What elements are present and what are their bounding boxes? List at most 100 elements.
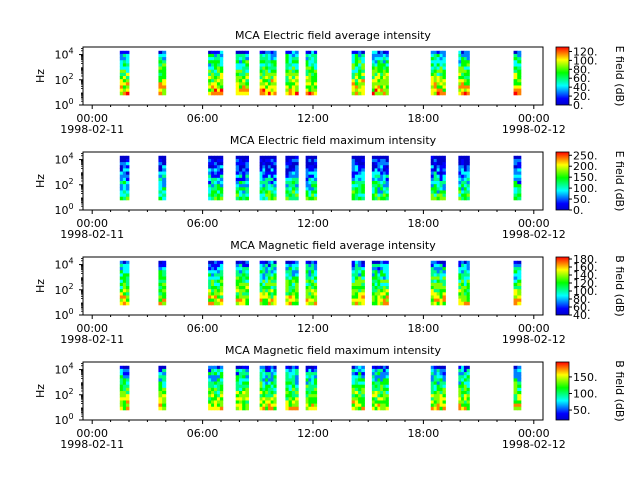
spectrogram-cell <box>219 155 224 160</box>
x-tick-label: 00:00 <box>518 322 550 335</box>
spectrogram-cell <box>380 372 384 376</box>
spectrogram-cell <box>308 57 312 61</box>
spectrogram-cell <box>354 184 359 188</box>
spectrogram-cell <box>208 298 212 303</box>
spectrogram-cell <box>214 375 218 379</box>
spectrogram-cell <box>382 375 387 379</box>
spectrogram-cell <box>158 60 163 64</box>
spectrogram-cell <box>214 88 218 93</box>
spectrogram-cell <box>285 63 290 67</box>
spectrogram-cell <box>262 60 266 64</box>
spectrogram-cell <box>308 365 312 370</box>
spectrogram-cell <box>291 196 296 201</box>
spectrogram-cell <box>382 406 387 411</box>
spectrogram-cell <box>385 85 389 90</box>
spectrogram-cell <box>305 384 309 389</box>
spectrogram-cell <box>119 372 124 376</box>
spectrogram-cell <box>162 88 167 93</box>
spectrogram-cell <box>270 378 274 382</box>
spectrogram-cell <box>461 403 465 408</box>
spectrogram-cell <box>313 190 318 195</box>
spectrogram-cell <box>242 292 246 296</box>
spectrogram-cell <box>262 286 266 290</box>
spectrogram-cell <box>377 400 381 405</box>
spectrogram-cell <box>377 267 381 271</box>
spectrogram-cell <box>295 298 299 303</box>
spectrogram-cell <box>288 292 293 296</box>
spectrogram-cell <box>513 171 518 176</box>
spectrogram-cell <box>385 387 389 392</box>
spectrogram-cell <box>361 260 365 265</box>
spectrogram-cell <box>158 381 163 386</box>
spectrogram-cell <box>311 282 315 287</box>
spectrogram-cell <box>382 267 387 271</box>
spectrogram-cell <box>158 400 163 405</box>
spectrogram-cell <box>288 82 293 86</box>
spectrogram-cell <box>442 82 446 86</box>
spectrogram-cell <box>305 82 309 86</box>
spectrogram-cell <box>358 292 362 296</box>
spectrogram-cell <box>158 279 163 284</box>
spectrogram-cell <box>295 158 299 163</box>
spectrogram-cell <box>216 263 221 268</box>
spectrogram-cell <box>259 53 263 58</box>
spectrogram-cell <box>273 57 277 61</box>
spectrogram-cell <box>466 394 470 398</box>
spectrogram-cell <box>380 85 384 90</box>
spectrogram-cell <box>158 63 163 67</box>
spectrogram-cell <box>208 260 212 265</box>
spectrogram-cell <box>273 72 277 77</box>
spectrogram-cell <box>122 190 127 195</box>
spectrogram-cell <box>238 57 243 61</box>
spectrogram-cell <box>358 397 362 401</box>
spectrogram-cell <box>358 91 362 96</box>
spectrogram-cell <box>371 267 376 271</box>
spectrogram-cell <box>122 279 127 284</box>
spectrogram-cell <box>245 53 249 58</box>
spectrogram-cell <box>433 375 438 379</box>
spectrogram-cell <box>458 82 462 86</box>
spectrogram-cell <box>285 387 290 392</box>
spectrogram-cell <box>119 171 124 176</box>
spectrogram-cell <box>305 184 309 188</box>
spectrogram-cell <box>270 53 274 58</box>
spectrogram-cell <box>119 187 124 191</box>
spectrogram-cell <box>377 155 381 160</box>
spectrogram-cell <box>442 174 446 179</box>
spectrogram-cell <box>463 260 468 265</box>
spectrogram-cell <box>351 270 356 274</box>
spectrogram-cell <box>125 155 130 160</box>
spectrogram-cell <box>262 394 266 398</box>
spectrogram-cell <box>351 298 356 303</box>
spectrogram-cell <box>211 165 215 169</box>
spectrogram-cell <box>219 368 224 373</box>
spectrogram-cell <box>513 193 518 198</box>
spectrogram-cell <box>442 282 446 287</box>
spectrogram-cell <box>436 384 440 389</box>
spectrogram-cell <box>214 292 218 296</box>
spectrogram-cell <box>458 76 462 80</box>
spectrogram-cell <box>125 368 130 373</box>
spectrogram-cell <box>461 88 465 93</box>
spectrogram-cell <box>216 286 221 290</box>
spectrogram-cell <box>119 60 124 64</box>
spectrogram-cell <box>122 69 127 74</box>
spectrogram-cell <box>463 57 468 61</box>
spectrogram-cell <box>517 171 522 176</box>
spectrogram-cell <box>377 289 381 293</box>
spectrogram-cell <box>259 292 263 296</box>
spectrogram-cell <box>273 381 277 386</box>
spectrogram-cell <box>313 394 318 398</box>
spectrogram-cell <box>311 162 315 166</box>
spectrogram-cell <box>380 165 384 169</box>
spectrogram-cell <box>382 165 387 169</box>
spectrogram-cell <box>358 165 362 169</box>
spectrogram-cell <box>439 72 443 77</box>
spectrogram-cell <box>313 289 318 293</box>
spectrogram-cell <box>308 190 312 195</box>
spectrogram-cell <box>295 82 299 86</box>
spectrogram-cell <box>430 72 435 77</box>
spectrogram-cell <box>433 72 438 77</box>
spectrogram-cell <box>374 295 378 300</box>
spectrogram-cell <box>354 391 359 395</box>
